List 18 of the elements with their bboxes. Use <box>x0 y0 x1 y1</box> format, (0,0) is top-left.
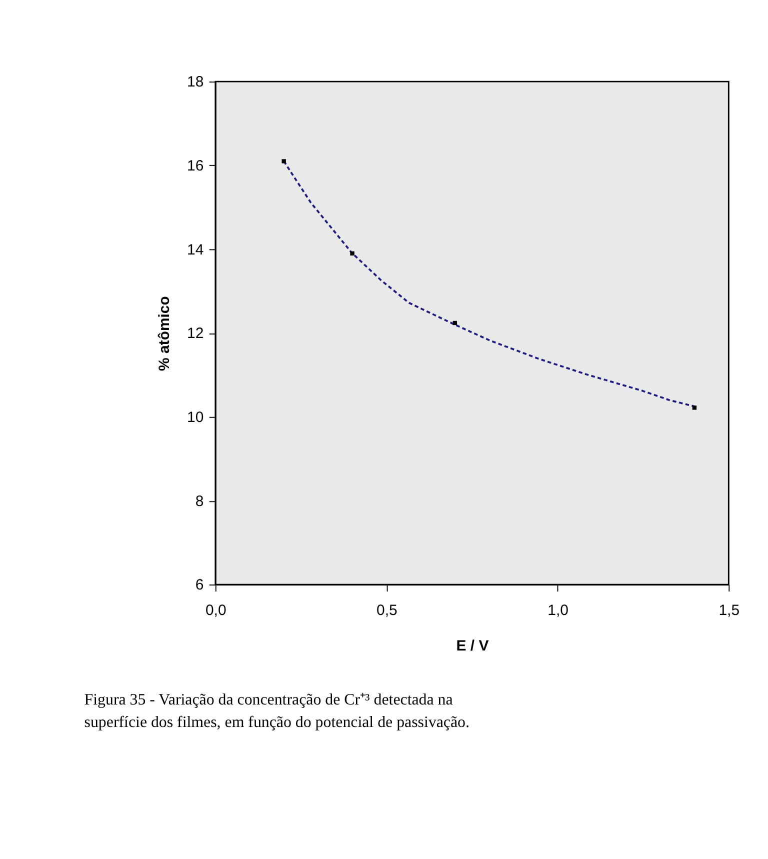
point <box>282 159 286 164</box>
point <box>350 251 354 256</box>
y-tick-label: 18 <box>187 74 204 91</box>
point <box>692 406 697 410</box>
text: Figura 35 - Variação da concentração de Cr⁺³ detectada na superfície dos filmes, em função do potencial de passivação. <box>84 691 470 731</box>
x-tick-label: 0,5 <box>376 602 398 619</box>
x-tick-label: 1,5 <box>718 602 740 619</box>
y-tick-label: 16 <box>187 158 204 175</box>
y-tick-label: 8 <box>195 492 204 510</box>
y-axis-title: % atômico <box>156 296 174 371</box>
y-tick-label: 12 <box>187 325 204 342</box>
x-axis-title: E / V <box>456 638 489 655</box>
x-tick-label: 0,0 <box>205 602 226 619</box>
y-tick-label: 6 <box>195 576 204 594</box>
x-tick-label: 1,0 <box>548 602 568 619</box>
y-tick-label: 10 <box>187 409 204 426</box>
y-tick-label: 14 <box>187 241 204 258</box>
point <box>452 320 458 326</box>
